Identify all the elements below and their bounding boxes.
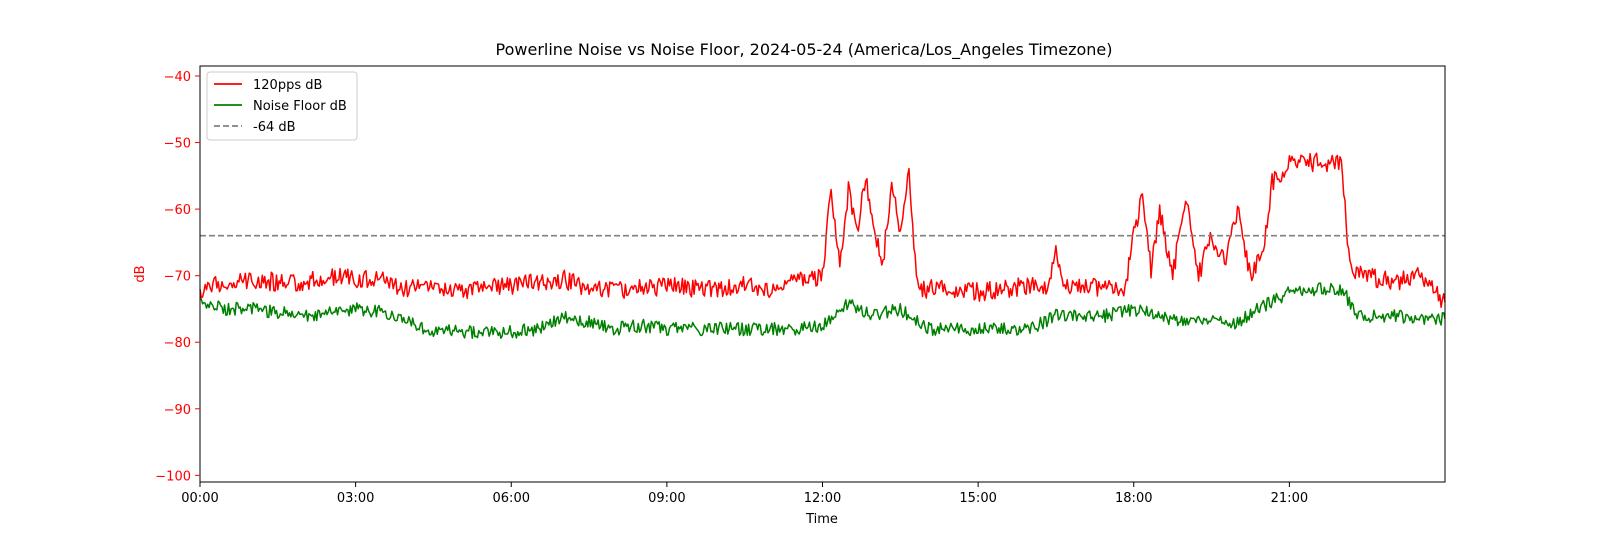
x-tick-label: 15:00 [959, 491, 996, 506]
x-tick-label: 03:00 [337, 491, 374, 506]
y-tick-label: −90 [164, 403, 191, 418]
y-tick-label: −60 [164, 203, 191, 218]
series-line-1 [199, 152, 1446, 309]
x-tick-label: 18:00 [1115, 491, 1152, 506]
legend-label: 120pps dB [253, 78, 322, 93]
y-tick-label: −50 [164, 137, 191, 152]
chart-title: Powerline Noise vs Noise Floor, 2024-05-… [496, 40, 1113, 60]
x-tick-label: 09:00 [648, 491, 685, 506]
x-axis-label: Time [805, 512, 838, 527]
y-axis: −40 −50 −60 −70 −80 −90 −100 [155, 70, 200, 484]
x-tick-label: 00:00 [181, 491, 218, 506]
y-axis-label: dB [133, 265, 148, 282]
x-tick-label: 06:00 [493, 491, 530, 506]
legend-label: Noise Floor dB [253, 99, 347, 114]
y-tick-label: −40 [164, 70, 191, 85]
legend-label: -64 dB [253, 120, 296, 135]
y-tick-label: −80 [164, 336, 191, 351]
series-line-2 [199, 282, 1446, 340]
x-tick-label: 21:00 [1271, 491, 1308, 506]
y-tick-label: −100 [155, 469, 191, 484]
x-axis: 00:00 03:00 06:00 09:00 12:00 15:00 18:00 21:00 [181, 482, 1308, 506]
x-tick-label: 12:00 [804, 491, 841, 506]
series-lines [199, 152, 1446, 340]
legend: 120pps dB Noise Floor dB -64 dB [206, 71, 358, 141]
legend-box [206, 71, 358, 141]
y-tick-label: −70 [164, 270, 191, 285]
